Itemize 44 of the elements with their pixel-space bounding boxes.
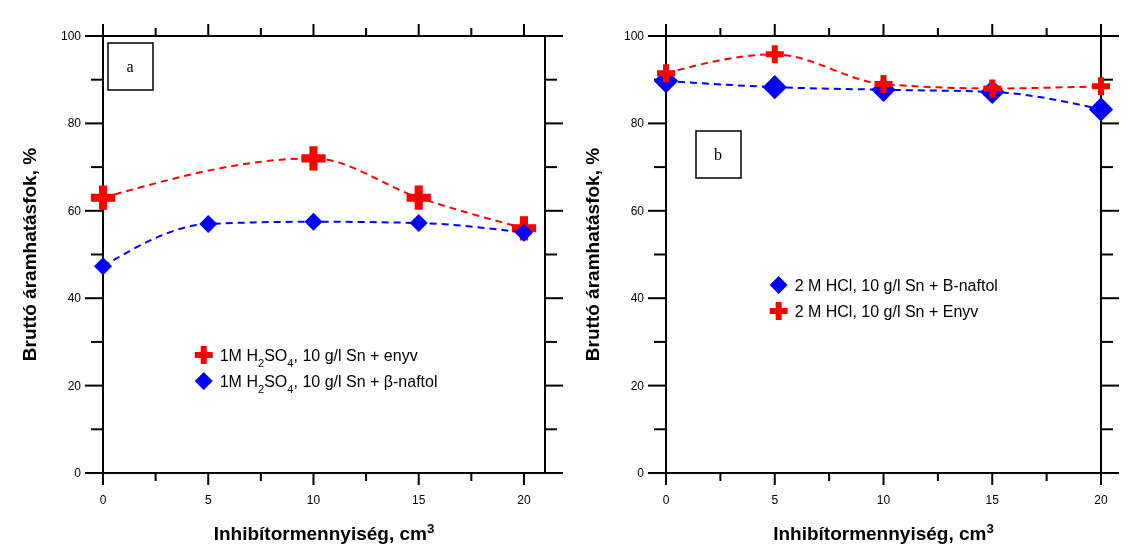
point <box>1088 97 1114 122</box>
y-axis-title: Bruttó áramhatásfok, % <box>582 147 603 362</box>
point <box>301 146 326 171</box>
point <box>406 185 431 210</box>
y-tick-label: 0 <box>74 466 82 480</box>
y-tick-label: 40 <box>67 291 82 306</box>
point <box>409 214 428 233</box>
point <box>1092 77 1110 96</box>
x-tick-label: 15 <box>985 493 1000 507</box>
x-tick-label: 20 <box>517 493 531 507</box>
y-tick-label: 100 <box>623 29 645 43</box>
point <box>765 45 784 64</box>
y-tick-label: 20 <box>67 378 82 393</box>
point <box>657 64 675 83</box>
point <box>304 212 323 231</box>
y-tick-label: 60 <box>67 203 82 218</box>
y-tick-label: 100 <box>60 29 82 43</box>
y-tick-label: 60 <box>630 203 645 218</box>
x-tick-label: 0 <box>662 493 670 507</box>
y-tick-label: 80 <box>67 116 82 131</box>
x-tick-label: 20 <box>1094 493 1108 507</box>
legend-label: 1M H$_{2}$SO$_{4}$, 10 g/l Sn + β-naftol <box>219 373 438 396</box>
y-tick-label: 80 <box>630 116 645 131</box>
point <box>90 185 116 210</box>
legend-label: 2 M HCl, 10 g/l Sn + B-naftol <box>794 277 998 295</box>
x-tick-label: 5 <box>204 493 212 507</box>
annotation: b <box>714 146 722 163</box>
annotation: a <box>126 58 134 75</box>
point <box>199 214 218 233</box>
x-tick-label: 10 <box>306 493 321 507</box>
y-tick-label: 0 <box>637 466 645 480</box>
y-tick-label: 20 <box>630 378 645 393</box>
legend-label: 1M H$_{2}$SO$_{4}$, 10 g/l Sn + enyv <box>219 347 418 370</box>
point <box>94 257 112 276</box>
x-tick-label: 10 <box>876 493 891 507</box>
point <box>762 74 787 100</box>
y-tick-label: 40 <box>630 291 645 306</box>
x-tick-label: 5 <box>771 493 779 507</box>
x-axis-title: Inhibítormennyiség, cm$^{3}$ <box>213 520 435 544</box>
legend-label: 2 M HCl, 10 g/l Sn + Enyv <box>794 303 979 321</box>
y-axis-title: Bruttó áramhatásfok, % <box>19 147 40 362</box>
x-axis-title: Inhibítormennyiség, cm$^{3}$ <box>773 520 994 544</box>
x-tick-label: 15 <box>412 493 426 507</box>
x-tick-label: 0 <box>99 493 107 507</box>
